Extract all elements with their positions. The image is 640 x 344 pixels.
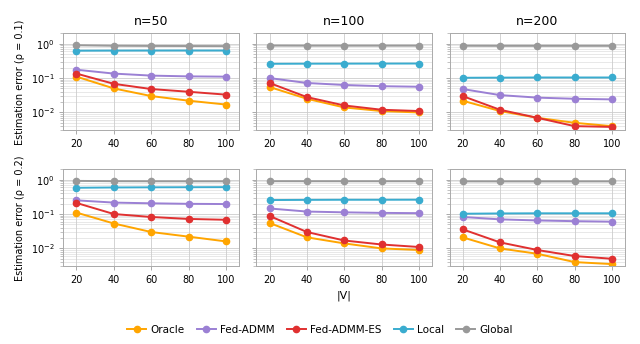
Legend: Oracle, Fed-ADMM, Fed-ADMM-ES, Local, Global: Oracle, Fed-ADMM, Fed-ADMM-ES, Local, Gl…: [123, 321, 517, 339]
Title: n=100: n=100: [323, 15, 365, 28]
Title: n=50: n=50: [134, 15, 168, 28]
Y-axis label: Estimation error (ρ = 0.1): Estimation error (ρ = 0.1): [15, 19, 25, 144]
Title: n=200: n=200: [516, 15, 559, 28]
X-axis label: |V|: |V|: [337, 291, 351, 301]
Y-axis label: Estimation error (ρ = 0.2): Estimation error (ρ = 0.2): [15, 155, 25, 281]
